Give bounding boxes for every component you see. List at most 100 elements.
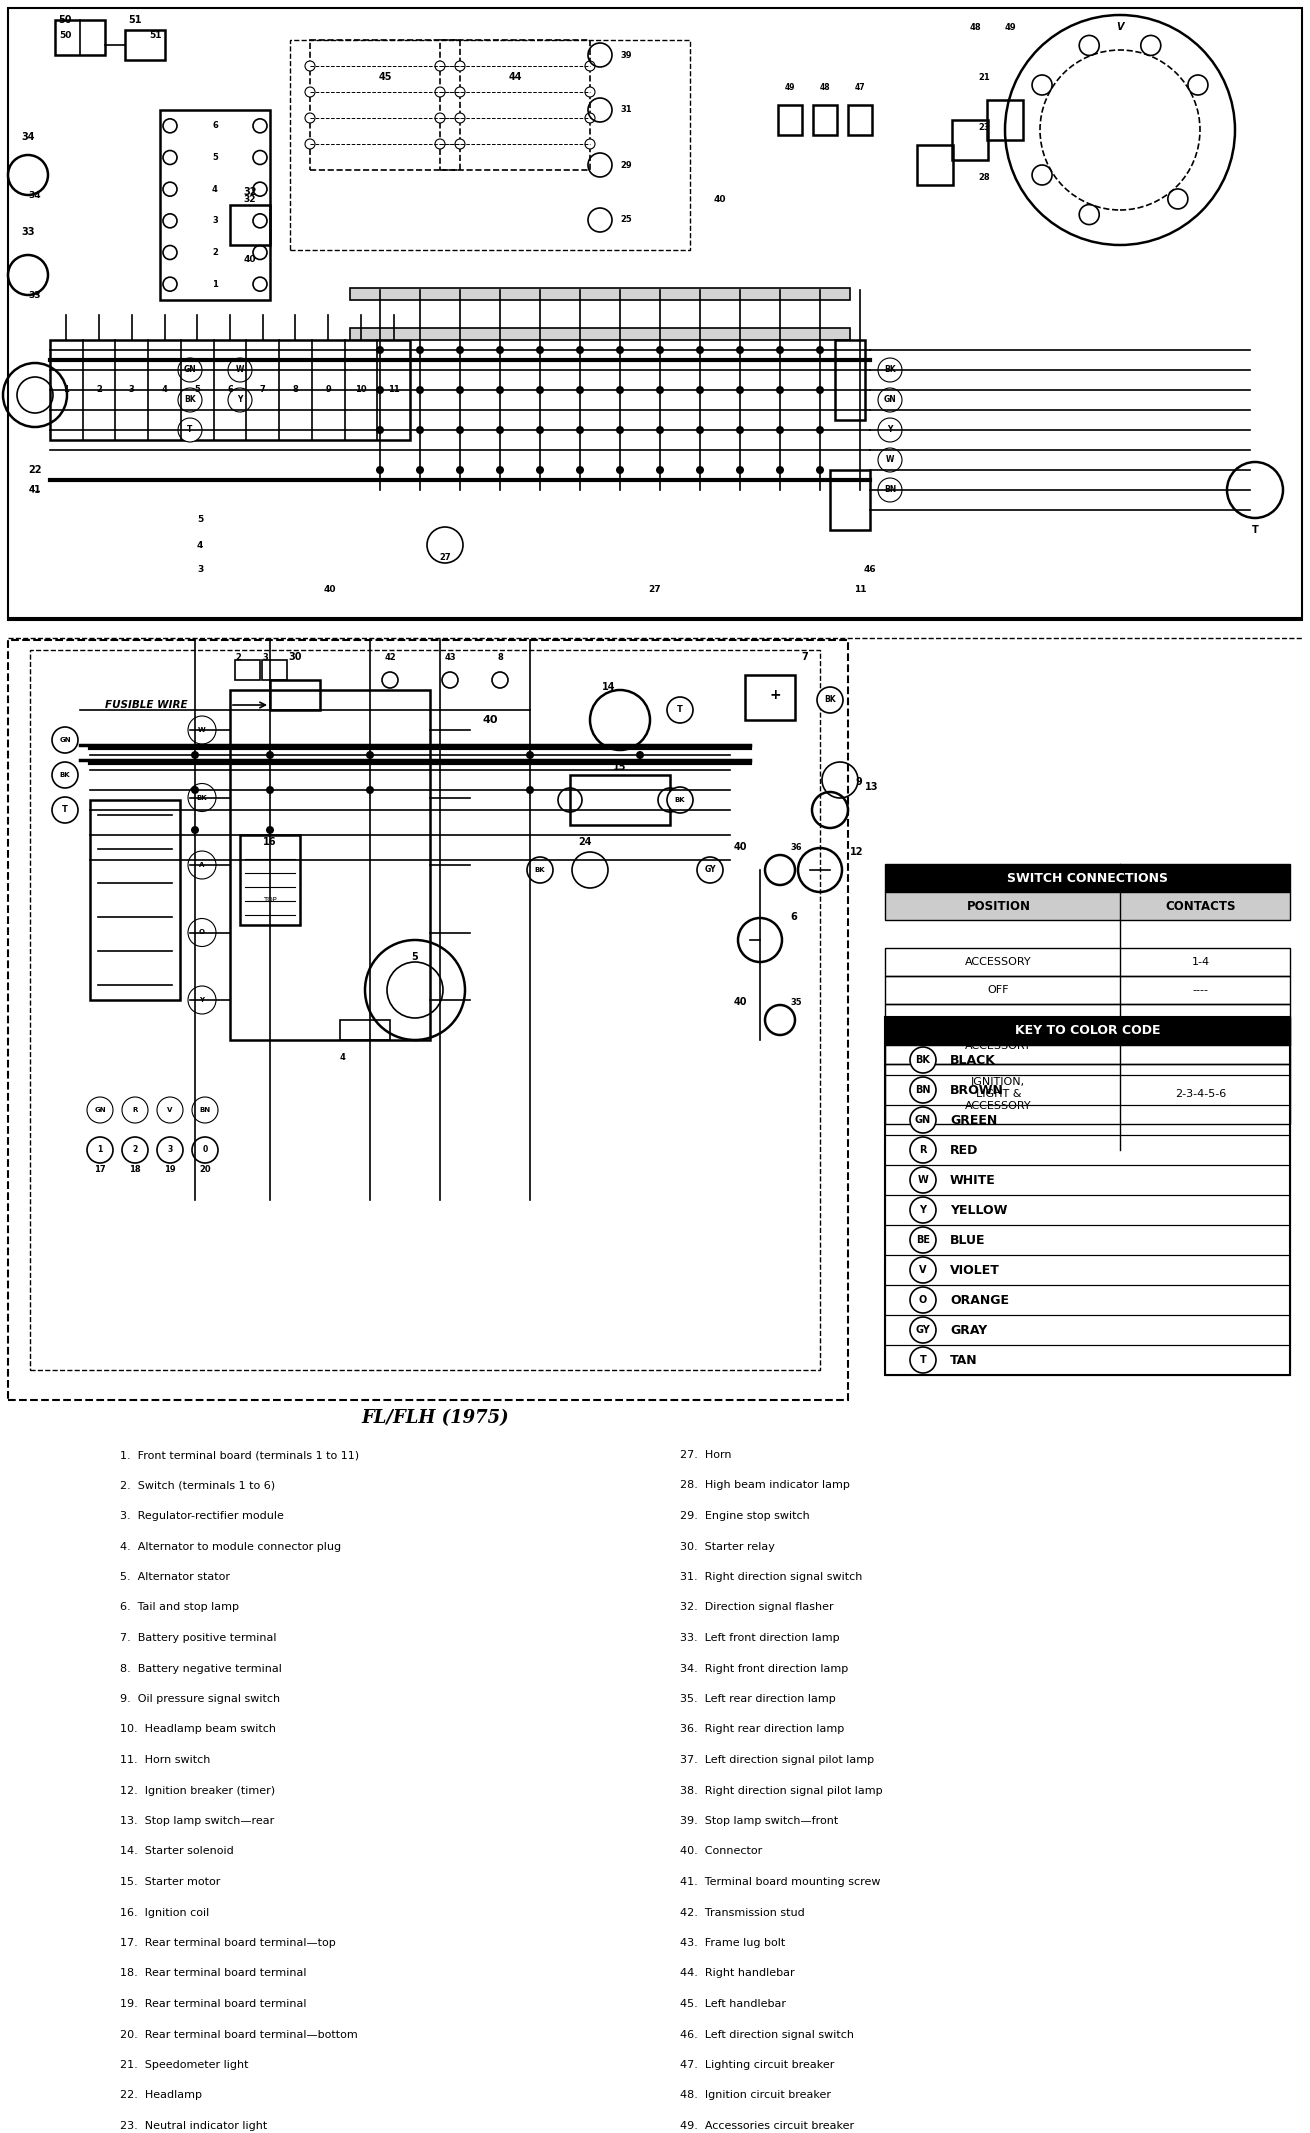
Circle shape	[736, 427, 744, 433]
Text: W: W	[236, 365, 244, 375]
Circle shape	[878, 448, 903, 471]
Text: 20.  Rear terminal board terminal—bottom: 20. Rear terminal board terminal—bottom	[121, 2028, 358, 2039]
Text: GN: GN	[884, 395, 896, 405]
Text: 7.  Battery positive terminal: 7. Battery positive terminal	[121, 1634, 276, 1642]
Bar	[310, 41, 460, 171]
Circle shape	[910, 1226, 937, 1252]
Bar	[50, 339, 410, 439]
Text: 33.  Left front direction lamp: 33. Left front direction lamp	[680, 1634, 840, 1642]
Text: 10: 10	[355, 386, 367, 395]
Text: RED: RED	[950, 1143, 979, 1156]
Text: BN: BN	[916, 1086, 930, 1094]
Text: 49: 49	[785, 83, 795, 92]
Text: 27: 27	[439, 552, 451, 561]
Text: GREEN: GREEN	[950, 1113, 997, 1126]
Text: T: T	[62, 806, 68, 815]
Circle shape	[576, 386, 584, 395]
Text: 40: 40	[714, 196, 726, 205]
Circle shape	[816, 427, 824, 433]
Text: Y: Y	[920, 1205, 926, 1216]
Circle shape	[776, 427, 783, 433]
Text: 21.  Speedometer light: 21. Speedometer light	[121, 2060, 249, 2069]
Circle shape	[667, 787, 693, 813]
Bar	[350, 328, 850, 339]
Text: 4: 4	[341, 1054, 346, 1062]
Text: +: +	[769, 689, 781, 702]
Bar	[570, 774, 669, 825]
Circle shape	[910, 1348, 937, 1374]
Text: BN: BN	[884, 486, 896, 495]
Circle shape	[527, 857, 553, 883]
Text: 45.  Left handlebar: 45. Left handlebar	[680, 1999, 786, 2009]
Circle shape	[616, 346, 624, 354]
Text: 45: 45	[379, 73, 392, 81]
Circle shape	[305, 87, 314, 96]
Circle shape	[189, 919, 216, 947]
Text: 34: 34	[29, 190, 42, 201]
Circle shape	[616, 386, 624, 395]
Circle shape	[696, 386, 703, 395]
Text: 48.  Ignition circuit breaker: 48. Ignition circuit breaker	[680, 2090, 831, 2101]
Text: 49: 49	[1005, 23, 1015, 32]
Circle shape	[189, 783, 216, 811]
Circle shape	[910, 1167, 937, 1192]
Text: 6: 6	[212, 122, 217, 130]
Bar	[886, 1105, 1290, 1135]
Text: 31.  Right direction signal switch: 31. Right direction signal switch	[680, 1572, 862, 1583]
Text: 3: 3	[212, 215, 217, 226]
Text: ORANGE: ORANGE	[950, 1293, 1009, 1308]
Text: 44.  Right handlebar: 44. Right handlebar	[680, 1969, 795, 1979]
Text: 31: 31	[620, 105, 631, 115]
Text: 5: 5	[411, 951, 418, 962]
Circle shape	[576, 346, 584, 354]
Text: Y: Y	[887, 424, 892, 435]
Circle shape	[536, 346, 544, 354]
Text: W: W	[917, 1175, 929, 1186]
Bar	[778, 105, 802, 134]
Text: 2: 2	[96, 386, 102, 395]
Text: T: T	[920, 1354, 926, 1365]
Text: 36: 36	[790, 843, 802, 851]
Text: 39: 39	[620, 51, 631, 60]
Text: 32: 32	[244, 188, 257, 196]
Text: 44: 44	[508, 73, 521, 81]
Circle shape	[228, 388, 252, 412]
Circle shape	[616, 427, 624, 433]
Circle shape	[878, 388, 903, 412]
Bar	[8, 640, 848, 1399]
Circle shape	[776, 346, 783, 354]
Circle shape	[878, 358, 903, 382]
Text: 22: 22	[29, 465, 42, 476]
Text: 5: 5	[196, 516, 203, 525]
Text: 37.  Left direction signal pilot lamp: 37. Left direction signal pilot lamp	[680, 1755, 874, 1764]
Circle shape	[456, 346, 464, 354]
Text: 40: 40	[734, 996, 747, 1007]
Circle shape	[696, 465, 703, 474]
Text: 40.  Connector: 40. Connector	[680, 1847, 762, 1856]
Circle shape	[435, 87, 445, 96]
Circle shape	[435, 62, 445, 70]
Circle shape	[157, 1096, 183, 1122]
Text: 2: 2	[234, 653, 241, 661]
Bar	[262, 659, 287, 680]
Text: 28: 28	[979, 173, 990, 181]
Text: 36.  Right rear direction lamp: 36. Right rear direction lamp	[680, 1723, 844, 1734]
Text: W: W	[198, 727, 206, 734]
Bar	[55, 19, 105, 55]
Text: V: V	[1116, 21, 1124, 32]
Circle shape	[191, 825, 199, 834]
Circle shape	[816, 346, 824, 354]
Text: WHITE: WHITE	[950, 1173, 996, 1186]
Text: 15.  Starter motor: 15. Starter motor	[121, 1877, 220, 1888]
Bar	[90, 800, 179, 1000]
Text: 50: 50	[58, 15, 72, 26]
Text: 30: 30	[288, 653, 301, 661]
Text: Y: Y	[199, 996, 204, 1003]
Text: 1: 1	[97, 1145, 102, 1154]
Bar	[745, 674, 795, 721]
Circle shape	[536, 427, 544, 433]
Text: BK: BK	[916, 1056, 930, 1064]
Circle shape	[635, 751, 645, 759]
Text: BLUE: BLUE	[950, 1233, 985, 1246]
Bar	[124, 30, 165, 60]
